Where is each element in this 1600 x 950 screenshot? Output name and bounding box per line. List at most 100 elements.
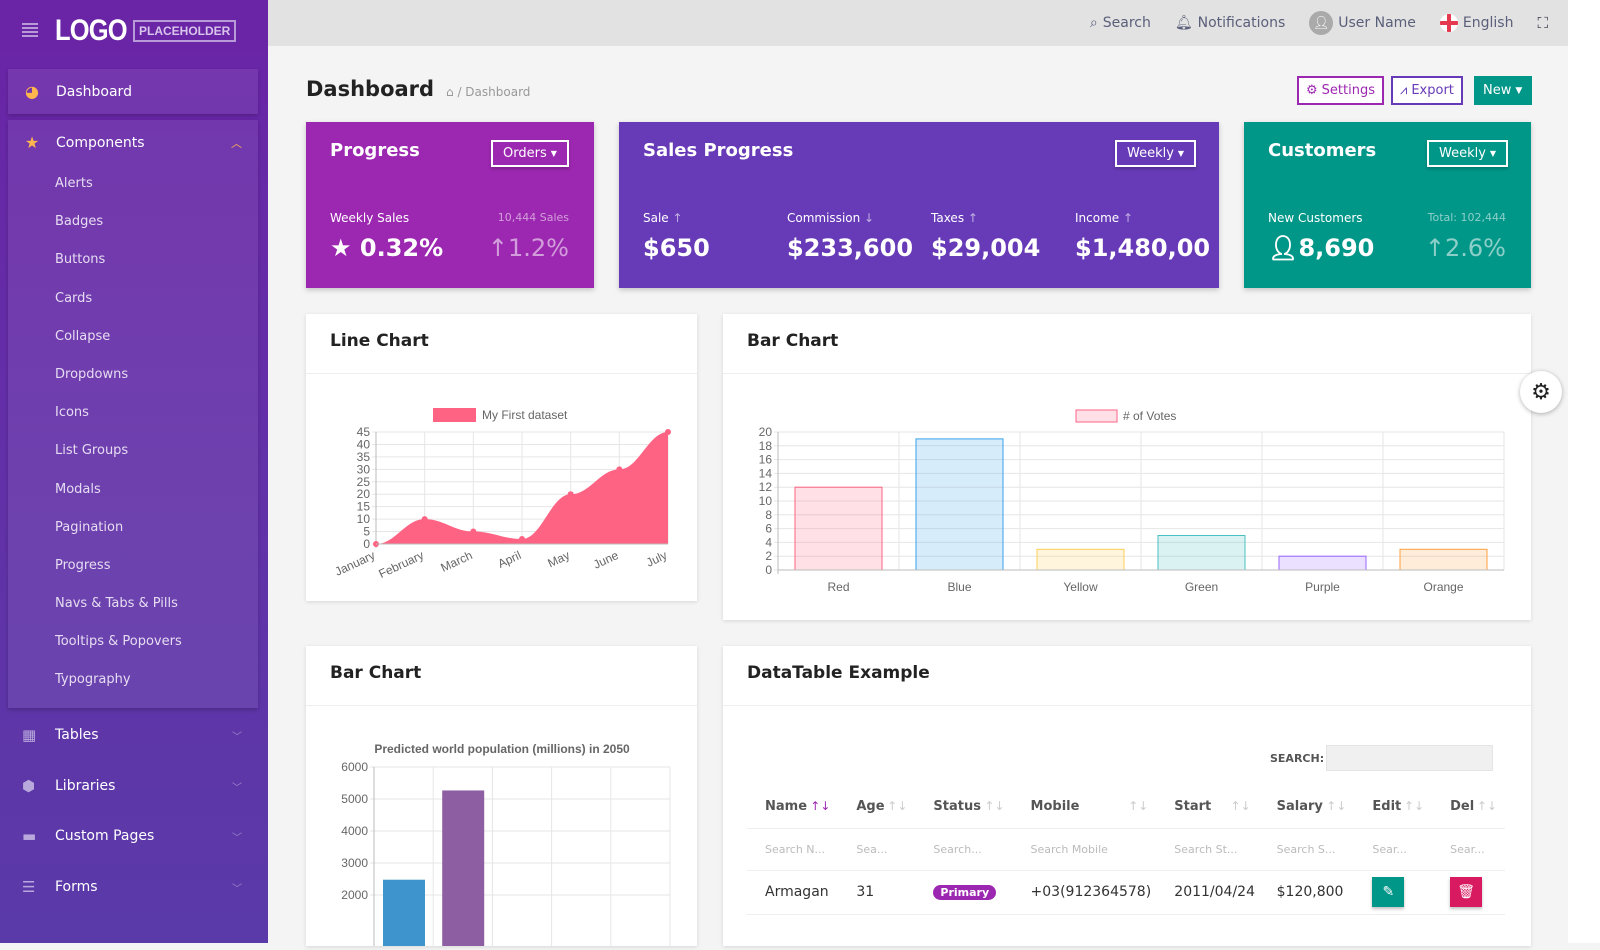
sidebar-item-custom-pages[interactable]: ▬ Custom Pages ﹀ xyxy=(22,827,242,845)
sidebar-subitem[interactable]: Alerts xyxy=(55,176,93,191)
sort-icon[interactable]: ↑↓ xyxy=(1476,799,1497,814)
column-header[interactable]: Start ↑↓ xyxy=(1156,786,1259,829)
bell-icon: 🔔︎ xyxy=(1174,15,1193,31)
column-header[interactable]: Del ↑↓ xyxy=(1432,786,1505,829)
edit-button[interactable]: ✎ xyxy=(1372,877,1405,907)
x-tick-label: Green xyxy=(1185,580,1218,594)
sidebar-item-components[interactable]: ★ Components ︿ xyxy=(8,120,258,165)
user-menu[interactable]: 👤︎ User Name xyxy=(1309,11,1416,35)
sidebar-item-dashboard[interactable]: ◕ Dashboard xyxy=(8,69,258,114)
column-filter[interactable]: Search S... xyxy=(1258,828,1355,871)
y-tick-label: 40 xyxy=(357,437,371,451)
stat-value: 👤︎8,690 xyxy=(1268,234,1375,262)
y-tick-label: 0 xyxy=(363,537,370,551)
sort-icon[interactable]: ↑↓ xyxy=(1326,799,1347,814)
sidebar-subitem[interactable]: Tooltips & Popovers xyxy=(55,634,182,650)
sidebar-subitem[interactable]: Pagination xyxy=(55,519,124,535)
orders-dropdown[interactable]: Orders ▼ xyxy=(491,140,569,167)
y-tick-label: 45 xyxy=(357,425,371,439)
y-tick-label: 12 xyxy=(759,480,773,494)
column-filter[interactable]: Sear... xyxy=(1354,828,1433,871)
sort-icon[interactable]: ↑↓ xyxy=(1404,799,1425,814)
sidebar-item-tables[interactable]: ▦ Tables ﹀ xyxy=(22,726,242,744)
legend-label: My First dataset xyxy=(482,408,568,422)
y-tick-label: 6 xyxy=(765,522,772,536)
x-tick-label: Red xyxy=(827,580,849,594)
settings-button[interactable]: ⚙ Settings xyxy=(1297,76,1384,105)
chevron-down-icon: ﹀ xyxy=(232,782,242,794)
y-tick-label: 25 xyxy=(357,475,371,489)
sort-icon[interactable]: ↑↓ xyxy=(810,799,831,814)
sidebar-item-forms[interactable]: ☰ Forms ﹀ xyxy=(22,878,242,896)
sidebar-subitem[interactable]: Buttons xyxy=(55,252,106,268)
cell-salary: $120,800 xyxy=(1258,870,1355,915)
cell-age: 31 xyxy=(838,870,916,915)
chevron-down-icon: ﹀ xyxy=(232,883,242,895)
column-header[interactable]: Status ↑↓ xyxy=(915,786,1013,829)
table-search-input[interactable] xyxy=(1326,745,1493,771)
x-tick-label: Yellow xyxy=(1063,580,1098,594)
new-button[interactable]: New ▼ xyxy=(1474,76,1532,105)
legend-label: # of Votes xyxy=(1123,409,1176,423)
language-menu[interactable]: English xyxy=(1439,14,1513,32)
y-tick-label: 3000 xyxy=(341,856,368,870)
card-title: Sales Progress xyxy=(643,140,794,161)
fullscreen-icon[interactable]: ⛶ xyxy=(1537,14,1548,32)
cell-mobile: +03(912364578) xyxy=(1012,870,1157,915)
stat-value: $29,004 xyxy=(931,234,1041,262)
status-badge: Primary xyxy=(933,885,997,900)
stat-label: Sale ↑ xyxy=(643,211,683,225)
x-tick-label: January xyxy=(333,548,378,579)
sidebar-subitem[interactable]: List Groups xyxy=(55,443,129,459)
column-header[interactable]: Name ↑↓ xyxy=(747,786,839,829)
scrollbar[interactable] xyxy=(1568,0,1600,943)
arrow-icon: ↓ xyxy=(864,211,875,225)
sidebar-subitem[interactable]: Modals xyxy=(55,481,101,497)
chevron-down-icon: ﹀ xyxy=(232,731,242,743)
sidebar-subitem[interactable]: Icons xyxy=(55,405,89,421)
sort-icon[interactable]: ↑↓ xyxy=(984,799,1005,814)
sidebar-subitem[interactable]: Progress xyxy=(55,557,111,573)
column-filter[interactable]: Sear... xyxy=(1432,828,1505,871)
home-icon[interactable]: ⌂ xyxy=(446,85,454,99)
sidebar-subitem[interactable]: Typography xyxy=(55,672,131,688)
weekly-dropdown[interactable]: Weekly ▼ xyxy=(1427,140,1509,167)
delete-button[interactable]: 🗑︎ xyxy=(1450,877,1483,907)
menu-icon[interactable] xyxy=(22,23,38,37)
search-button[interactable]: ⌕ Search xyxy=(1089,15,1151,31)
notifications-button[interactable]: 🔔︎ Notifications xyxy=(1174,15,1286,31)
breadcrumb: ⌂ / Dashboard xyxy=(446,85,531,99)
column-filter[interactable]: Search Mobile xyxy=(1012,828,1157,871)
sort-icon[interactable]: ↑↓ xyxy=(887,799,908,814)
card-title: Customers xyxy=(1268,140,1377,161)
column-filter[interactable]: Search N... xyxy=(747,828,839,871)
sidebar-item-libraries[interactable]: ⬢ Libraries ﹀ xyxy=(22,777,242,795)
data-point xyxy=(665,429,671,435)
weekly-dropdown[interactable]: Weekly ▼ xyxy=(1115,140,1197,167)
column-filter[interactable]: Search St... xyxy=(1156,828,1259,871)
export-button[interactable]: ⩘ Export xyxy=(1391,76,1463,105)
line-series-area xyxy=(376,432,668,544)
avatar: 👤︎ xyxy=(1309,11,1334,35)
sidebar-subitem[interactable]: Badges xyxy=(55,214,104,230)
sidebar-subitem[interactable]: Navs & Tabs & Pills xyxy=(55,596,178,612)
column-header[interactable]: Edit ↑↓ xyxy=(1354,786,1433,829)
legend-swatch xyxy=(433,408,476,422)
stat-label: Taxes ↑ xyxy=(931,211,978,225)
x-tick-label: June xyxy=(591,548,621,572)
column-header[interactable]: Age ↑↓ xyxy=(838,786,916,829)
sidebar-subitem[interactable]: Cards xyxy=(55,290,93,306)
sidebar-subitem[interactable]: Dropdowns xyxy=(55,366,129,382)
column-header[interactable]: Mobile ↑↓ xyxy=(1012,786,1157,829)
sort-icon[interactable]: ↑↓ xyxy=(1230,799,1251,814)
y-tick-label: 4000 xyxy=(341,824,368,838)
column-filter[interactable]: Search... xyxy=(915,828,1013,871)
trash-icon: 🗑︎ xyxy=(1457,884,1476,900)
logo[interactable]: LOGO PLACEHOLDER xyxy=(55,14,237,48)
sort-icon[interactable]: ↑↓ xyxy=(1128,799,1149,814)
settings-gear-fab[interactable]: ⚙ xyxy=(1520,371,1562,413)
column-filter[interactable]: Sea... xyxy=(838,828,916,871)
sidebar-subitem[interactable]: Collapse xyxy=(55,328,111,344)
column-header[interactable]: Salary ↑↓ xyxy=(1258,786,1355,829)
